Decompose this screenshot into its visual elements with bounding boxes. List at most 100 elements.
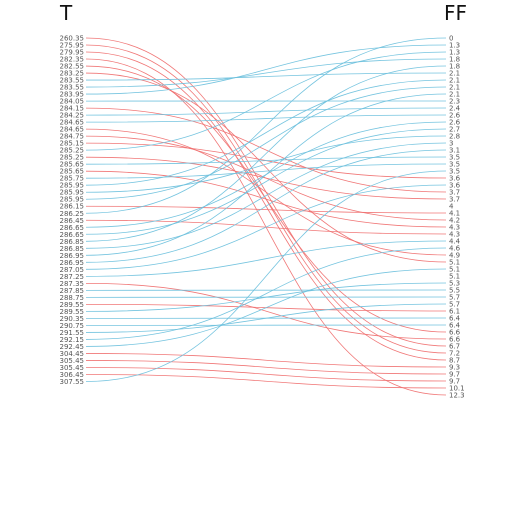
connector-line bbox=[85, 170, 447, 382]
left-tick-label: 289.55 bbox=[60, 301, 85, 309]
connector-line bbox=[85, 184, 447, 270]
connector-line bbox=[85, 86, 447, 200]
right-tick-label: 5.7 bbox=[449, 301, 460, 309]
right-tick-label: 4.9 bbox=[449, 252, 460, 260]
left-tick-label: 286.95 bbox=[60, 259, 85, 267]
left-tick-label: 275.95 bbox=[60, 42, 85, 50]
right-tick-label: 6.7 bbox=[449, 343, 460, 351]
right-tick-label: 5.1 bbox=[449, 266, 460, 274]
right-tick-label: 5.5 bbox=[449, 287, 460, 295]
right-tick-label: 0 bbox=[449, 35, 453, 43]
connector-line bbox=[85, 72, 447, 263]
right-tick-label: 2.3 bbox=[449, 98, 460, 106]
right-tick-label: 1.8 bbox=[449, 63, 460, 71]
right-tick-label: 3.5 bbox=[449, 154, 460, 162]
connector-line bbox=[85, 58, 447, 88]
connector-line bbox=[85, 353, 447, 368]
connector-line bbox=[85, 107, 447, 116]
connector-line bbox=[85, 163, 447, 179]
left-tick-label: 284.15 bbox=[60, 105, 85, 113]
left-tick-label: 288.75 bbox=[60, 294, 85, 302]
left-tick-label: 287.85 bbox=[60, 287, 85, 295]
right-tick-label: 2.1 bbox=[449, 84, 460, 92]
left-tick-label: 279.95 bbox=[60, 49, 85, 57]
right-tick-label: 6.4 bbox=[449, 315, 461, 323]
left-axis-title: T bbox=[59, 1, 73, 25]
connector-line bbox=[85, 128, 447, 256]
connector-line bbox=[85, 205, 447, 214]
connector-line bbox=[85, 268, 447, 347]
left-tick-label: 283.95 bbox=[60, 91, 85, 99]
left-tick-label: 285.25 bbox=[60, 147, 85, 155]
right-tick-label: 3.5 bbox=[449, 168, 460, 176]
connector-line bbox=[85, 247, 447, 340]
right-tick-label: 2.4 bbox=[449, 105, 461, 113]
connector-line bbox=[85, 79, 447, 186]
left-tick-label: 285.25 bbox=[60, 154, 85, 162]
connector-line bbox=[85, 65, 447, 242]
left-tick-label: 307.55 bbox=[60, 378, 85, 386]
connector-line bbox=[85, 142, 447, 249]
right-tick-label: 1.8 bbox=[449, 56, 460, 64]
left-tick-label: 284.75 bbox=[60, 133, 85, 141]
connector-line bbox=[85, 367, 447, 382]
left-tick-label: 260.35 bbox=[60, 35, 85, 43]
right-tick-label: 4.3 bbox=[449, 231, 460, 239]
left-tick-label: 285.65 bbox=[60, 161, 85, 169]
right-tick-label: 1.3 bbox=[449, 49, 460, 57]
connector-lines bbox=[85, 37, 447, 396]
left-tick-label: 283.55 bbox=[60, 84, 85, 92]
connector-line bbox=[85, 114, 447, 123]
right-tick-label: 4.1 bbox=[449, 210, 460, 218]
left-tick-label: 285.65 bbox=[60, 168, 85, 176]
left-tick-label: 287.35 bbox=[60, 280, 85, 288]
left-tick-label: 284.25 bbox=[60, 112, 85, 120]
right-tick-label: 3.7 bbox=[449, 189, 460, 197]
left-tick-label: 290.75 bbox=[60, 322, 85, 330]
right-tick-label: 4.6 bbox=[449, 245, 461, 253]
left-tick-label: 286.85 bbox=[60, 238, 85, 246]
right-tick-label: 6.6 bbox=[449, 336, 461, 344]
left-tick-label: 286.65 bbox=[60, 231, 85, 239]
right-tick-label: 4.3 bbox=[449, 224, 460, 232]
right-tick-label: 8.7 bbox=[449, 357, 460, 365]
right-tick-label: 2.8 bbox=[449, 133, 460, 141]
connector-line bbox=[85, 282, 447, 312]
left-tick-label: 305.45 bbox=[60, 357, 85, 365]
right-tick-label: 4.4 bbox=[449, 238, 461, 246]
left-tick-label: 286.25 bbox=[60, 210, 85, 218]
right-tick-label: 3.6 bbox=[449, 175, 461, 183]
connector-line bbox=[85, 170, 447, 228]
right-tick-label: 2.6 bbox=[449, 112, 461, 120]
right-tick-labels: 01.31.31.81.82.12.12.12.12.32.42.62.62.7… bbox=[449, 35, 465, 400]
right-tick-label: 2.1 bbox=[449, 91, 460, 99]
connector-line bbox=[85, 282, 447, 340]
left-tick-label: 286.85 bbox=[60, 245, 85, 253]
left-tick-label: 284.65 bbox=[60, 126, 85, 134]
left-tick-label: 286.45 bbox=[60, 217, 85, 225]
left-tick-label: 282.55 bbox=[60, 63, 85, 71]
left-tick-label: 282.35 bbox=[60, 56, 85, 64]
left-tick-label: 287.05 bbox=[60, 266, 85, 274]
right-axis-title: FF bbox=[444, 1, 467, 25]
connector-line bbox=[85, 128, 447, 235]
connector-line bbox=[85, 374, 447, 389]
left-tick-label: 285.95 bbox=[60, 189, 85, 197]
connector-line bbox=[85, 44, 447, 95]
right-tick-label: 6.4 bbox=[449, 322, 461, 330]
right-tick-label: 2.7 bbox=[449, 126, 460, 134]
left-tick-label: 292.45 bbox=[60, 343, 85, 351]
left-tick-labels: 260.35275.95279.95282.35282.55283.25283.… bbox=[60, 35, 85, 386]
connector-line bbox=[85, 135, 447, 193]
left-tick-label: 284.65 bbox=[60, 119, 85, 127]
right-tick-label: 3.5 bbox=[449, 161, 460, 169]
right-tick-label: 1.3 bbox=[449, 42, 460, 50]
right-tick-label: 6.6 bbox=[449, 329, 461, 337]
right-tick-label: 5.1 bbox=[449, 273, 460, 281]
left-tick-label: 289.55 bbox=[60, 308, 85, 316]
connector-line bbox=[85, 107, 447, 193]
right-tick-label: 3.7 bbox=[449, 196, 460, 204]
left-tick-label: 283.55 bbox=[60, 77, 85, 85]
connector-line bbox=[85, 93, 447, 256]
right-tick-label: 4 bbox=[449, 203, 454, 211]
